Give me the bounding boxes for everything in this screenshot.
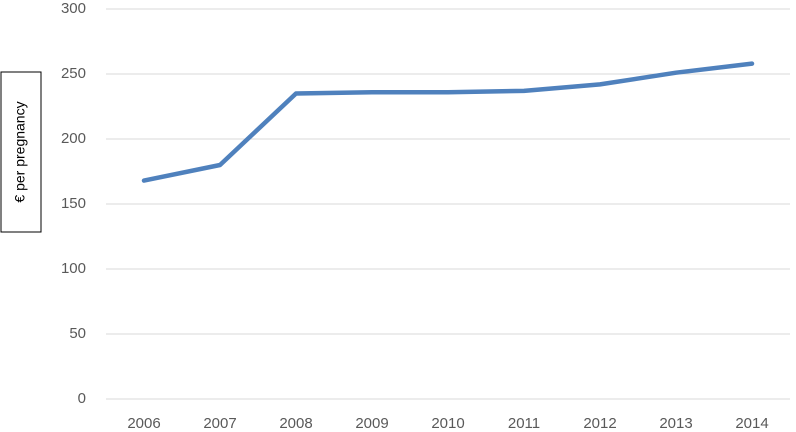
y-axis-label: € per pregnancy [12,101,28,202]
x-tick-label: 2007 [203,415,236,432]
x-tick-label: 2010 [431,415,464,432]
x-tick-label: 2009 [355,415,388,432]
y-tick-label: 50 [69,325,86,342]
y-tick-label: 100 [61,260,86,277]
x-tick-label: 2013 [659,415,692,432]
y-tick-label: 0 [78,390,86,407]
x-tick-label: 2008 [279,415,312,432]
y-tick-label: 300 [61,0,86,17]
y-tick-label: 150 [61,195,86,212]
y-label-box [0,71,42,233]
data-line [141,61,755,183]
x-tick-label: 2014 [735,415,768,432]
y-tick-label: 250 [61,65,86,82]
x-tick-label: 2011 [508,415,540,432]
x-tick-label: 2006 [127,415,160,432]
x-tick-label: 2012 [583,415,616,432]
y-tick-label: 200 [61,130,86,147]
